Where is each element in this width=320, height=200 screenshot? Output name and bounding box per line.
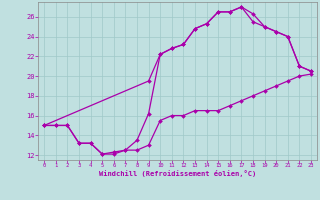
X-axis label: Windchill (Refroidissement éolien,°C): Windchill (Refroidissement éolien,°C): [99, 170, 256, 177]
